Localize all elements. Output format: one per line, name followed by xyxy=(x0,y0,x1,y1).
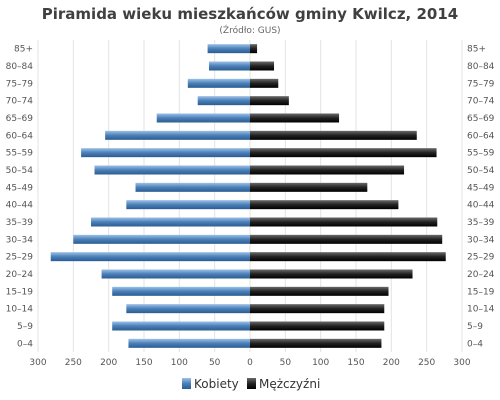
bar-kobiety[interactable] xyxy=(207,44,250,54)
chart-subtitle: (Źródło: GUS) xyxy=(219,24,280,36)
legend-label-kobiety[interactable]: Kobiety xyxy=(194,377,239,391)
x-tick-label: 100 xyxy=(171,358,188,368)
bar-mezczyzni[interactable] xyxy=(250,78,279,88)
bar-kobiety[interactable] xyxy=(81,148,251,158)
x-tick-label: 250 xyxy=(65,358,82,368)
x-tick-label: 100 xyxy=(312,358,329,368)
y-tick-label-left: 50–54 xyxy=(6,166,34,176)
y-tick-label-right: 40–44 xyxy=(467,201,495,211)
bar-mezczyzni[interactable] xyxy=(250,252,446,262)
x-tick-label: 0 xyxy=(247,358,253,368)
bar-kobiety[interactable] xyxy=(94,165,251,175)
y-tick-label-right: 10–14 xyxy=(467,305,495,315)
bar-mezczyzni[interactable] xyxy=(250,338,382,348)
x-axis: 300 250 200 150 100 50 0 50 100 150 200 250 300 xyxy=(29,358,470,368)
y-tick-label-right: 75–79 xyxy=(467,79,495,89)
bar-kobiety[interactable] xyxy=(135,182,250,192)
bar-kobiety[interactable] xyxy=(91,217,250,227)
bar-kobiety[interactable] xyxy=(101,269,250,279)
x-tick-label: 300 xyxy=(29,358,46,368)
chart-title: Piramida wieku mieszkańców gminy Kwilcz,… xyxy=(42,5,458,23)
bar-mezczyzni[interactable] xyxy=(250,321,385,331)
bar-kobiety[interactable] xyxy=(126,200,250,210)
bar-kobiety[interactable] xyxy=(112,321,250,331)
y-tick-label-left: 35–39 xyxy=(6,218,34,228)
x-tick-label: 200 xyxy=(383,358,400,368)
y-tick-label-left: 20–24 xyxy=(6,270,34,280)
bar-mezczyzni[interactable] xyxy=(250,165,405,175)
y-tick-label-left: 40–44 xyxy=(6,201,34,211)
x-tick-label: 200 xyxy=(100,358,117,368)
bar-mezczyzni[interactable] xyxy=(250,130,417,140)
bar-mezczyzni[interactable] xyxy=(250,304,385,314)
y-tick-label-right: 25–29 xyxy=(467,253,495,263)
y-tick-label-right: 80–84 xyxy=(467,62,495,72)
legend-swatch-kobiety[interactable] xyxy=(182,378,191,389)
bar-mezczyzni[interactable] xyxy=(250,44,258,54)
y-tick-label-right: 0–4 xyxy=(467,339,483,349)
x-tick-label: 150 xyxy=(135,358,152,368)
x-tick-label: 300 xyxy=(453,358,470,368)
legend-swatch-mezczyzni[interactable] xyxy=(247,378,256,389)
bar-mezczyzni[interactable] xyxy=(250,200,399,210)
bar-kobiety[interactable] xyxy=(197,96,250,106)
bar-kobiety[interactable] xyxy=(156,113,250,123)
y-tick-label-left: 5–9 xyxy=(17,322,33,332)
y-tick-label-right: 60–64 xyxy=(467,131,495,141)
y-tick-label-left: 10–14 xyxy=(6,305,34,315)
bar-kobiety[interactable] xyxy=(128,338,250,348)
y-tick-label-left: 70–74 xyxy=(6,97,34,107)
x-tick-label: 50 xyxy=(209,358,221,368)
y-axis-right: 85+ 80–84 75–79 70–74 65–69 60–64 55–59 50–54 45… xyxy=(467,45,495,350)
x-tick-label: 150 xyxy=(347,358,364,368)
y-tick-label-left: 25–29 xyxy=(6,253,34,263)
bar-mezczyzni[interactable] xyxy=(250,96,289,106)
y-tick-label-right: 20–24 xyxy=(467,270,495,280)
bar-mezczyzni[interactable] xyxy=(250,182,368,192)
grid xyxy=(37,40,463,352)
y-tick-label-right: 15–19 xyxy=(467,287,495,297)
y-tick-label-right: 5–9 xyxy=(467,322,483,332)
bar-kobiety[interactable] xyxy=(50,252,250,262)
y-tick-label-left: 85+ xyxy=(14,45,33,55)
y-tick-label-left: 75–79 xyxy=(6,79,34,89)
y-tick-label-right: 35–39 xyxy=(467,218,495,228)
x-tick-label: 250 xyxy=(418,358,435,368)
bar-mezczyzni[interactable] xyxy=(250,113,340,123)
bars xyxy=(50,44,446,348)
legend-label-mezczyzni[interactable]: Mężczyźni xyxy=(259,377,320,391)
y-tick-label-left: 65–69 xyxy=(6,114,34,124)
y-tick-label-left: 45–49 xyxy=(6,183,34,193)
y-tick-label-right: 55–59 xyxy=(467,149,495,159)
y-tick-label-left: 0–4 xyxy=(17,339,33,349)
y-tick-label-right: 70–74 xyxy=(467,97,495,107)
y-tick-label-right: 85+ xyxy=(467,45,486,55)
bar-kobiety[interactable] xyxy=(126,304,250,314)
bar-kobiety[interactable] xyxy=(105,130,250,140)
y-tick-label-left: 80–84 xyxy=(6,62,34,72)
y-tick-label-left: 30–34 xyxy=(6,235,34,245)
x-tick-label: 50 xyxy=(280,358,292,368)
bar-mezczyzni[interactable] xyxy=(250,286,389,296)
bar-mezczyzni[interactable] xyxy=(250,269,413,279)
y-tick-label-left: 15–19 xyxy=(6,287,34,297)
legend: Kobiety Mężczyźni xyxy=(182,377,320,391)
bar-kobiety[interactable] xyxy=(73,234,250,244)
bar-kobiety[interactable] xyxy=(187,78,250,88)
bar-mezczyzni[interactable] xyxy=(250,234,443,244)
y-tick-label-right: 65–69 xyxy=(467,114,495,124)
bar-kobiety[interactable] xyxy=(112,286,250,296)
bar-mezczyzni[interactable] xyxy=(250,217,438,227)
y-axis-left: 85+ 80–84 75–79 70–74 65–69 60–64 55–59 50–54 45… xyxy=(6,45,34,350)
bar-kobiety[interactable] xyxy=(209,61,250,71)
y-tick-label-left: 55–59 xyxy=(6,149,34,159)
y-tick-label-right: 30–34 xyxy=(467,235,495,245)
bar-mezczyzni[interactable] xyxy=(250,61,275,71)
y-tick-label-right: 50–54 xyxy=(467,166,495,176)
y-tick-label-right: 45–49 xyxy=(467,183,495,193)
y-tick-label-left: 60–64 xyxy=(6,131,34,141)
bar-mezczyzni[interactable] xyxy=(250,148,437,158)
